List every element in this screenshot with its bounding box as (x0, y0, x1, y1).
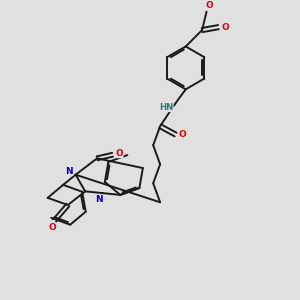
Text: N: N (65, 167, 73, 176)
Text: O: O (205, 1, 213, 10)
Text: HN: HN (159, 103, 173, 112)
Text: O: O (178, 130, 186, 139)
Text: O: O (221, 22, 229, 32)
Text: O: O (48, 223, 56, 232)
Text: N: N (95, 195, 103, 204)
Text: O: O (115, 149, 123, 158)
